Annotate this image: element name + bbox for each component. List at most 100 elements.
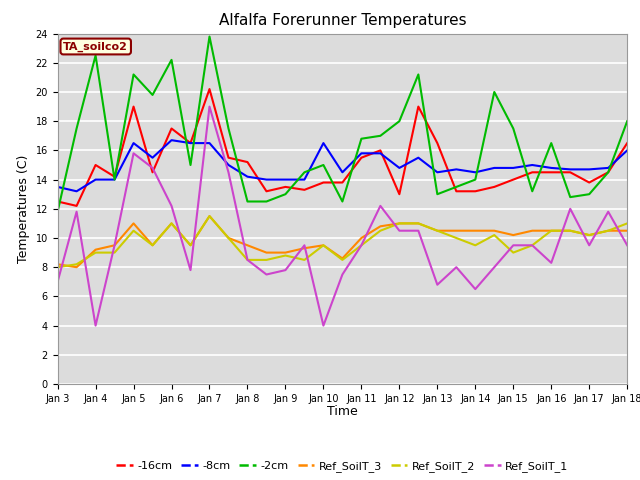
- Ref_SoilT_3: [586, 232, 593, 238]
- Ref_SoilT_2: [244, 257, 252, 263]
- Ref_SoilT_3: [73, 264, 81, 270]
- Ref_SoilT_2: [92, 250, 99, 255]
- -8cm: [529, 162, 536, 168]
- Ref_SoilT_2: [586, 232, 593, 238]
- -8cm: [339, 169, 346, 175]
- Ref_SoilT_1: [376, 203, 384, 209]
- Ref_SoilT_3: [205, 213, 213, 219]
- Ref_SoilT_2: [566, 228, 574, 234]
- -8cm: [54, 184, 61, 190]
- Ref_SoilT_3: [452, 228, 460, 234]
- Ref_SoilT_3: [92, 247, 99, 252]
- X-axis label: Time: Time: [327, 405, 358, 418]
- -2cm: [452, 184, 460, 190]
- Ref_SoilT_3: [111, 242, 118, 248]
- Ref_SoilT_3: [604, 228, 612, 234]
- -2cm: [111, 177, 118, 182]
- Ref_SoilT_2: [433, 228, 441, 234]
- Ref_SoilT_2: [376, 228, 384, 234]
- -16cm: [92, 162, 99, 168]
- -2cm: [301, 169, 308, 175]
- -16cm: [301, 187, 308, 192]
- Line: -2cm: -2cm: [58, 36, 627, 212]
- Ref_SoilT_1: [168, 203, 175, 209]
- Ref_SoilT_3: [396, 220, 403, 226]
- Ref_SoilT_3: [54, 262, 61, 267]
- Ref_SoilT_2: [54, 264, 61, 270]
- Ref_SoilT_2: [358, 242, 365, 248]
- Ref_SoilT_3: [187, 242, 195, 248]
- -8cm: [547, 165, 555, 171]
- -16cm: [54, 199, 61, 204]
- -16cm: [187, 140, 195, 146]
- Line: Ref_SoilT_1: Ref_SoilT_1: [58, 107, 627, 325]
- Ref_SoilT_1: [547, 260, 555, 266]
- -16cm: [396, 192, 403, 197]
- Line: Ref_SoilT_2: Ref_SoilT_2: [58, 216, 627, 267]
- Ref_SoilT_1: [529, 242, 536, 248]
- Ref_SoilT_2: [490, 232, 498, 238]
- -16cm: [168, 126, 175, 132]
- Ref_SoilT_2: [205, 213, 213, 219]
- -8cm: [319, 140, 327, 146]
- -2cm: [472, 177, 479, 182]
- Ref_SoilT_3: [225, 235, 232, 241]
- Ref_SoilT_2: [225, 235, 232, 241]
- Ref_SoilT_1: [509, 242, 517, 248]
- -8cm: [490, 165, 498, 171]
- Ref_SoilT_3: [472, 228, 479, 234]
- Ref_SoilT_2: [623, 220, 631, 226]
- -8cm: [205, 140, 213, 146]
- Ref_SoilT_2: [452, 235, 460, 241]
- -8cm: [130, 140, 138, 146]
- -2cm: [376, 133, 384, 139]
- -2cm: [187, 162, 195, 168]
- Ref_SoilT_2: [262, 257, 270, 263]
- -16cm: [358, 155, 365, 161]
- Ref_SoilT_1: [301, 242, 308, 248]
- Ref_SoilT_2: [282, 252, 289, 258]
- -2cm: [358, 136, 365, 142]
- Ref_SoilT_2: [472, 242, 479, 248]
- -16cm: [415, 104, 422, 109]
- -8cm: [358, 150, 365, 156]
- -8cm: [509, 165, 517, 171]
- -8cm: [604, 165, 612, 171]
- -2cm: [547, 140, 555, 146]
- Ref_SoilT_2: [339, 257, 346, 263]
- -2cm: [415, 72, 422, 77]
- -2cm: [282, 192, 289, 197]
- -2cm: [54, 209, 61, 215]
- Ref_SoilT_3: [301, 245, 308, 251]
- -8cm: [225, 162, 232, 168]
- Ref_SoilT_3: [415, 220, 422, 226]
- -2cm: [244, 199, 252, 204]
- Legend: -16cm, -8cm, -2cm, Ref_SoilT_3, Ref_SoilT_2, Ref_SoilT_1: -16cm, -8cm, -2cm, Ref_SoilT_3, Ref_Soil…: [112, 457, 573, 477]
- Ref_SoilT_1: [148, 165, 156, 171]
- Ref_SoilT_2: [148, 242, 156, 248]
- Ref_SoilT_3: [168, 220, 175, 226]
- Line: Ref_SoilT_3: Ref_SoilT_3: [58, 216, 627, 267]
- Ref_SoilT_3: [509, 232, 517, 238]
- Line: -8cm: -8cm: [58, 140, 627, 191]
- Ref_SoilT_3: [358, 235, 365, 241]
- -16cm: [376, 147, 384, 153]
- -8cm: [566, 167, 574, 172]
- -16cm: [111, 174, 118, 180]
- -16cm: [452, 188, 460, 194]
- -16cm: [339, 180, 346, 185]
- -2cm: [566, 194, 574, 200]
- Ref_SoilT_3: [282, 250, 289, 255]
- Ref_SoilT_2: [547, 228, 555, 234]
- -16cm: [472, 188, 479, 194]
- Ref_SoilT_3: [244, 242, 252, 248]
- Ref_SoilT_1: [92, 323, 99, 328]
- Ref_SoilT_3: [148, 242, 156, 248]
- -8cm: [73, 188, 81, 194]
- Ref_SoilT_3: [529, 228, 536, 234]
- -16cm: [319, 180, 327, 185]
- -8cm: [433, 169, 441, 175]
- Ref_SoilT_2: [396, 220, 403, 226]
- -8cm: [396, 165, 403, 171]
- -16cm: [148, 169, 156, 175]
